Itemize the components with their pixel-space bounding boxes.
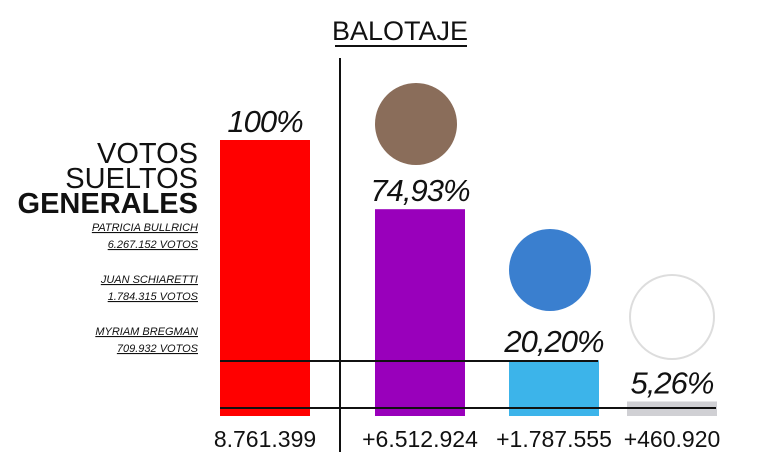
candidate-votes: 6.267.152 VOTOS xyxy=(108,239,199,251)
candidate-votes: 1.784.315 VOTOS xyxy=(108,291,199,303)
chart-title: BALOTAJE xyxy=(332,16,468,46)
x-tick-label: +6.512.924 xyxy=(362,426,478,452)
empty-photo xyxy=(629,274,715,360)
x-tick-label: 8.761.399 xyxy=(214,426,316,452)
candidate-name: JUAN SCHIARETTI xyxy=(100,274,198,286)
bar xyxy=(220,140,310,416)
bar xyxy=(375,209,465,416)
x-tick-label: +1.787.555 xyxy=(496,426,612,452)
candidate-name: MYRIAM BREGMAN xyxy=(95,326,198,338)
value-label: 100% xyxy=(227,104,303,139)
value-label: 5,26% xyxy=(631,365,714,400)
candidate-votes: 709.932 VOTOS xyxy=(117,343,199,355)
heading: SUELTOS xyxy=(65,163,198,195)
x-tick-label: +460.920 xyxy=(624,426,721,452)
heading: GENERALES xyxy=(18,188,198,220)
candidate-photo xyxy=(375,83,457,165)
candidate-name: PATRICIA BULLRICH xyxy=(92,222,198,234)
value-label: 20,20% xyxy=(503,324,604,359)
candidate-photo xyxy=(509,229,591,311)
value-label: 74,93% xyxy=(370,173,470,208)
bar xyxy=(509,360,599,416)
heading: VOTOS xyxy=(97,138,198,170)
